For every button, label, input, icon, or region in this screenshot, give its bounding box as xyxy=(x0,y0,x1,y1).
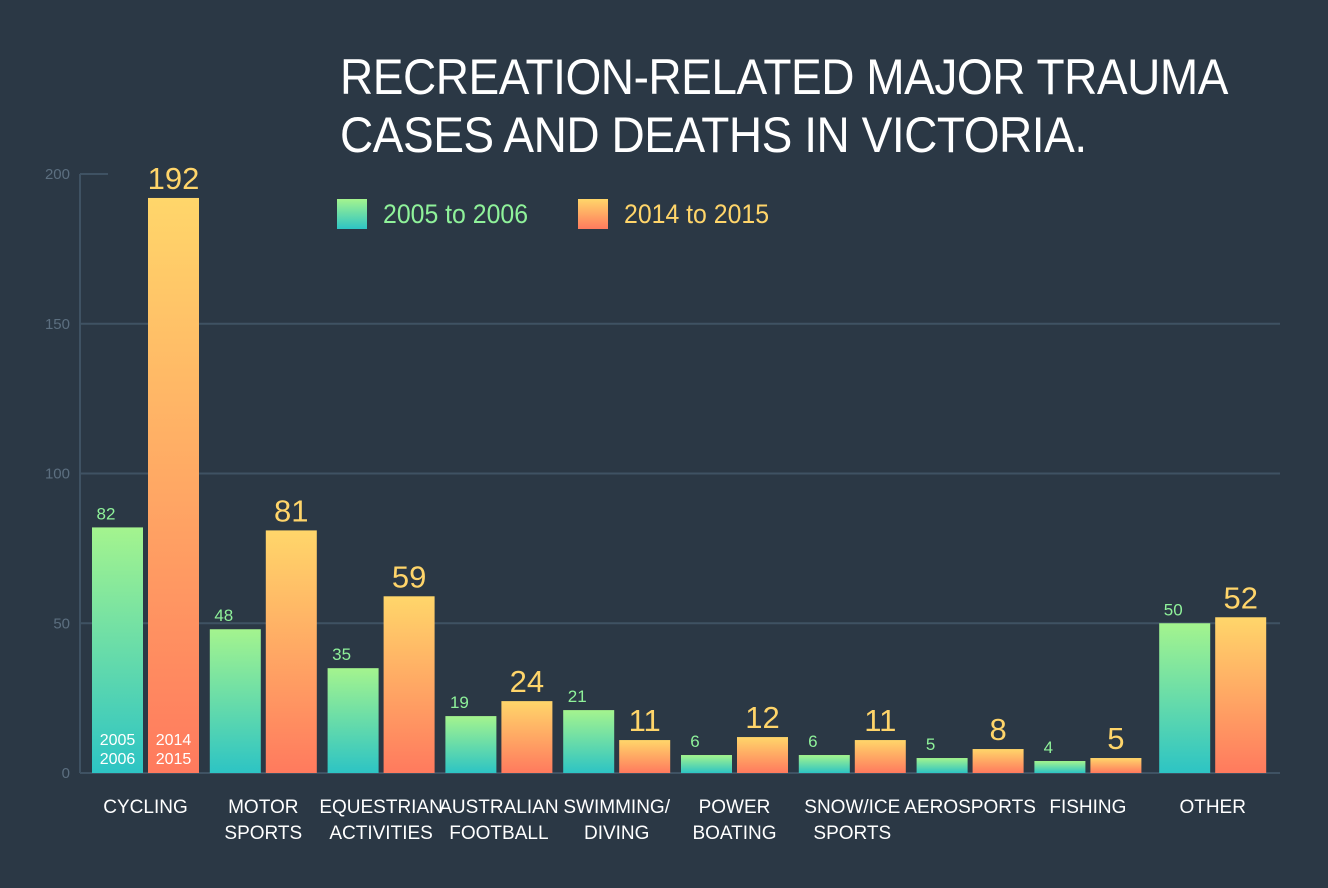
legend-label-2005-2006: 2005 to 2006 xyxy=(383,198,529,229)
legend-label-2014-2015: 2014 to 2015 xyxy=(624,198,770,229)
bar-2014-2015-6 xyxy=(854,740,906,773)
value-label-2014-2015-4: 11 xyxy=(629,703,661,738)
y-tick-label-200: 200 xyxy=(45,166,70,183)
legend-item-2014-2015: 2014 to 2015 xyxy=(578,196,782,232)
value-label-2014-2015-2: 59 xyxy=(392,559,426,594)
y-tick-label-50: 50 xyxy=(53,615,70,632)
bar-2005-2006-0 xyxy=(92,527,143,773)
category-label-3-0: AUSTRALIAN xyxy=(439,797,558,818)
chart-title: RECREATION-RELATED MAJOR TRAUMA CASES AN… xyxy=(340,48,1228,164)
y-tick-label-100: 100 xyxy=(45,466,70,483)
category-label-5-1: BOATING xyxy=(692,823,776,844)
in-bar-label-2005-2006-0: 2005 xyxy=(100,732,136,749)
bar-2014-2015-5 xyxy=(737,737,788,773)
category-label-4-0: SWIMMING/ xyxy=(563,797,670,818)
value-label-2005-2006-0: 82 xyxy=(97,504,116,523)
bar-2005-2006-3 xyxy=(445,716,497,773)
category-label-3-1: FOOTBALL xyxy=(449,823,548,844)
value-label-2014-2015-7: 8 xyxy=(989,712,1006,747)
category-label-0-0: CYCLING xyxy=(103,797,187,818)
chart-title-line-2: CASES AND DEATHS IN VICTORIA. xyxy=(340,107,1087,163)
y-tick-label-150: 150 xyxy=(45,316,70,333)
bar-2005-2006-7 xyxy=(916,758,968,773)
value-label-2005-2006-3: 19 xyxy=(450,693,469,712)
category-label-2-0: EQUESTRIAN xyxy=(319,797,443,818)
bar-2014-2015-0 xyxy=(148,197,199,773)
y-axis-ticks: 0 50 100 150 200 xyxy=(45,166,70,782)
category-label-9-0: OTHER xyxy=(1179,797,1246,818)
value-label-2014-2015-9: 52 xyxy=(1223,580,1257,615)
value-label-2005-2006-9: 50 xyxy=(1164,600,1183,619)
bar-2005-2006-2 xyxy=(327,668,379,773)
category-label-5-0: POWER xyxy=(699,797,771,818)
category-labels: CYCLING MOTOR SPORTS EQUESTRIAN ACTIVITIES AU… xyxy=(103,797,1246,844)
value-label-2005-2006-4: 21 xyxy=(568,687,587,706)
bar-2005-2006-9 xyxy=(1159,623,1211,773)
bar-2014-2015-3 xyxy=(501,701,553,773)
value-label-2014-2015-6: 11 xyxy=(864,703,896,738)
value-label-2005-2006-6: 6 xyxy=(808,732,817,751)
legend-swatch-orange xyxy=(578,199,608,229)
category-label-2-1: ACTIVITIES xyxy=(329,823,432,844)
value-label-2005-2006-8: 4 xyxy=(1044,738,1053,757)
value-label-2005-2006-5: 6 xyxy=(690,732,699,751)
bar-2014-2015-1 xyxy=(265,530,317,773)
bar-2014-2015-4 xyxy=(619,740,671,773)
value-label-2005-2006-7: 5 xyxy=(926,735,935,754)
bar-2005-2006-1 xyxy=(209,629,261,773)
bar-2014-2015-2 xyxy=(383,596,435,773)
y-tick-label-0: 0 xyxy=(62,765,70,782)
value-label-2005-2006-2: 35 xyxy=(332,645,351,664)
legend-swatch-green xyxy=(337,199,367,229)
bar-2005-2006-8 xyxy=(1034,761,1086,773)
legend-item-2005-2006: 2005 to 2006 xyxy=(337,196,541,232)
bar-2005-2006-5 xyxy=(681,755,732,773)
bar-2014-2015-9 xyxy=(1215,617,1267,773)
bar-2014-2015-8 xyxy=(1090,758,1142,773)
value-label-2014-2015-1: 81 xyxy=(274,493,308,528)
category-label-1-0: MOTOR xyxy=(228,797,298,818)
category-label-6-0: SNOW/ICE xyxy=(804,797,900,818)
category-label-7-0: AEROSPORTS xyxy=(904,797,1036,818)
value-label-2005-2006-1: 48 xyxy=(214,606,233,625)
value-label-2014-2015-8: 5 xyxy=(1107,721,1124,756)
category-label-8-0: FISHING xyxy=(1049,797,1126,818)
bar-2005-2006-6 xyxy=(798,755,850,773)
in-bar-label-2014-2015-1: 2015 xyxy=(156,751,192,768)
category-label-1-1: SPORTS xyxy=(224,823,302,844)
bar-2014-2015-7 xyxy=(972,749,1024,773)
in-bar-label-2014-2015-0: 2014 xyxy=(156,732,192,749)
category-label-4-1: DIVING xyxy=(584,823,649,844)
in-bar-label-2005-2006-1: 2006 xyxy=(100,751,136,768)
chart-title-line-1: RECREATION-RELATED MAJOR TRAUMA xyxy=(340,49,1228,105)
bars xyxy=(92,197,1267,773)
value-label-2014-2015-5: 12 xyxy=(745,700,779,735)
category-label-6-1: SPORTS xyxy=(813,823,891,844)
bar-2005-2006-4 xyxy=(563,710,615,773)
value-label-2014-2015-0: 192 xyxy=(148,161,200,196)
value-label-2014-2015-3: 24 xyxy=(510,664,544,699)
